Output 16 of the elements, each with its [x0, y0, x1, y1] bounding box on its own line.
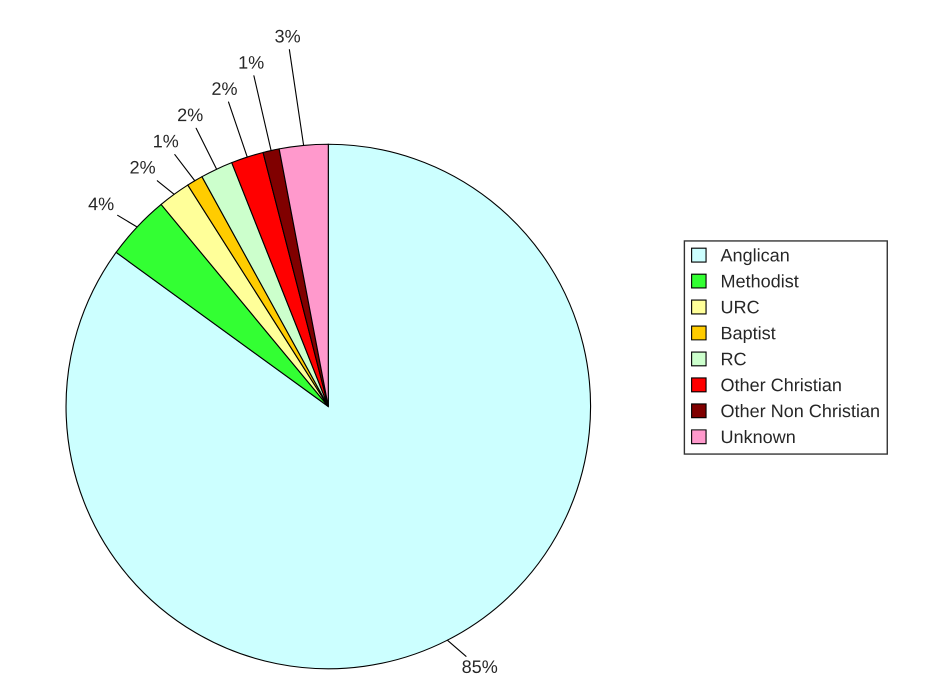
legend-label: Anglican	[720, 248, 789, 266]
data-label: 1%	[154, 134, 178, 148]
legend-label: Methodist	[722, 274, 799, 288]
data-label: 2%	[212, 82, 237, 95]
data-label: 2%	[130, 160, 156, 174]
legend-label: Baptist	[722, 326, 776, 343]
legend-label: Other Non Christian	[721, 404, 879, 418]
data-label: 3%	[275, 30, 300, 43]
data-label: 4%	[88, 198, 114, 210]
legend-label: Other Christian	[721, 378, 841, 392]
legend-label: Unknown	[722, 430, 795, 444]
data-label: 2%	[178, 108, 203, 122]
data-label: 85%	[462, 660, 498, 674]
data-label: 1%	[240, 56, 264, 69]
legend-label: URC	[722, 300, 759, 314]
legend-label: RC	[722, 352, 746, 366]
